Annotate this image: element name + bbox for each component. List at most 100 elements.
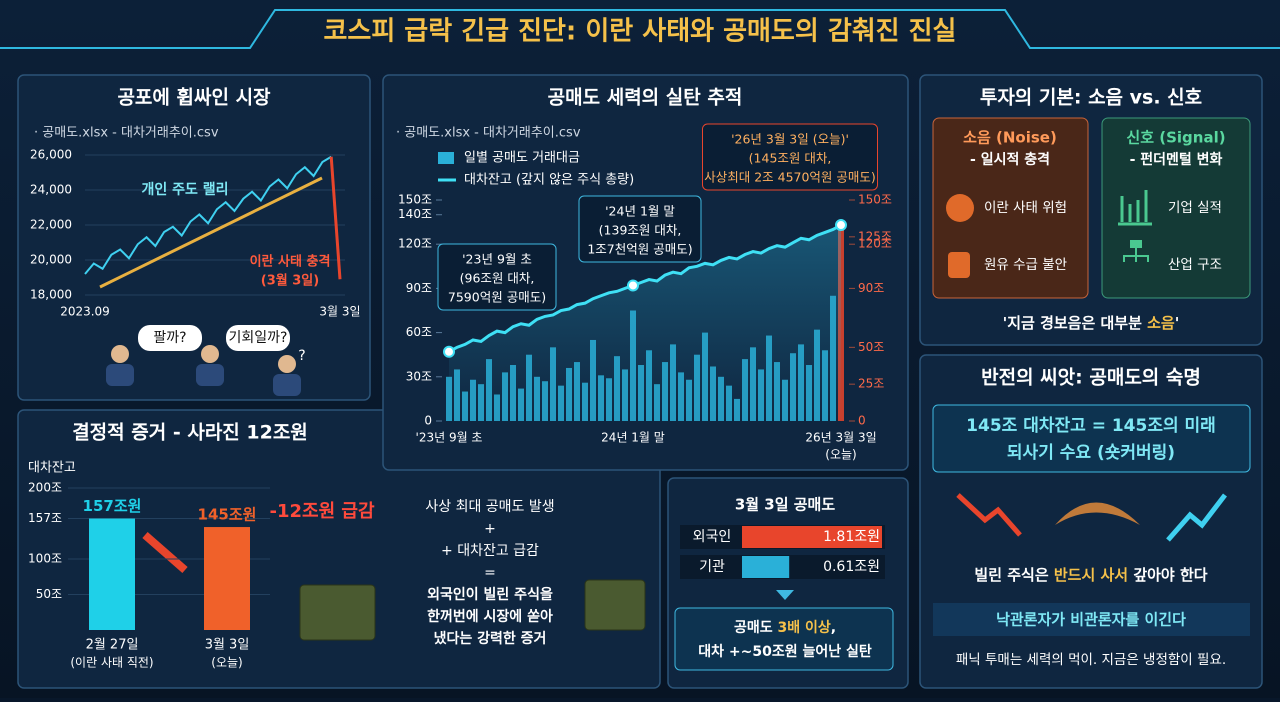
marker: [627, 279, 639, 292]
rich-text: '지금 경보음은 대부분 소음': [1003, 314, 1180, 332]
y2-tick-label: 125조: [858, 229, 892, 243]
annotation: '23년 9월 초: [462, 252, 532, 267]
panel-title: 공포에 휩싸인 시장: [117, 86, 271, 109]
line: [84, 155, 332, 275]
speech-bubble: [226, 325, 290, 351]
value-label: 145조원: [198, 506, 257, 524]
marker: [443, 345, 455, 358]
x-tick-note: (이란 사태 직전): [70, 656, 153, 670]
panel-title: 반전의 씨앗: 공매도의 숙명: [981, 367, 1201, 389]
panel-title: 결정적 증거 - 사라진 12조원: [72, 422, 308, 444]
explanation: + 대차잔고 급감: [441, 543, 539, 559]
ammo-box: [584, 579, 646, 631]
oil-icon: [948, 252, 970, 278]
text-part: 소음: [1147, 314, 1175, 332]
y-tick-label: 60조: [406, 325, 432, 339]
value-label: 1.81조원: [823, 529, 880, 545]
up-icon: [1166, 493, 1227, 542]
item: 원유 수급 불안: [984, 257, 1067, 273]
summary-box: [674, 607, 894, 671]
page-title: 코스피 급락 긴급 진단: 이란 사태와 공매도의 감춰진 진실: [324, 17, 957, 47]
text-part: 반드시 사서: [1054, 566, 1128, 584]
rich-text: 대차 +~50조원 늘어난 실탄: [698, 643, 872, 660]
item: 산업 구조: [1168, 257, 1222, 273]
speech-bubble: [138, 325, 202, 351]
label: (3월 3일): [261, 273, 319, 289]
source: · 공매도.xlsx - 대차거래추이.csv: [34, 126, 219, 141]
bar: [742, 526, 882, 548]
rich-text: 빌린 주식은 반드시 사서 갚아야 한다: [974, 566, 1207, 584]
y-tick-label: 18,000: [30, 288, 72, 302]
y-tick-label: 20,000: [30, 253, 72, 267]
y-tick-label: 200조: [28, 481, 62, 495]
x-tick-label: 2월 27일: [86, 638, 139, 653]
bar: [742, 556, 790, 578]
label: 신호 (Signal): [1126, 129, 1225, 147]
explanation: 외국인이 빌린 주식을: [427, 586, 553, 603]
arrow: [776, 590, 794, 600]
text-part: 3배 이상: [777, 619, 830, 636]
rich-text: 공매도 3배 이상,: [734, 619, 836, 636]
person-icon: [106, 364, 134, 386]
legend-swatch: [438, 152, 454, 164]
y-tick-label: 22,000: [30, 218, 72, 232]
label: - 일시적 충격: [970, 151, 1050, 168]
row-label: 기관: [699, 559, 725, 575]
x-tick-label: 3월 3일: [205, 638, 250, 653]
x-tick-label: '23년 9월 초: [416, 431, 483, 445]
source: · 공매도.xlsx - 대차거래추이.csv: [396, 126, 581, 141]
x-tick-note: (오늘): [825, 448, 856, 462]
y-tick-label: 140조: [398, 207, 432, 221]
explanation: 냈다는 강력한 증거: [434, 630, 547, 647]
value-label: 0.61조원: [823, 559, 880, 575]
label: 개인 주도 랠리: [141, 181, 228, 198]
change-label: -12조원 급감: [269, 501, 374, 522]
globe-icon: [946, 194, 974, 222]
bar: [204, 527, 250, 630]
legend-label: 일별 공매도 거래대금: [464, 151, 580, 166]
y-tick-label: 0: [424, 414, 432, 428]
text-part: 공매도: [734, 620, 778, 636]
x-tick-label: 24년 1월 말: [601, 431, 665, 445]
y2-tick-label: 50조: [858, 340, 884, 354]
y-tick-label: 120조: [398, 237, 432, 251]
area: [449, 225, 841, 421]
annotation: 7590억원 공매도): [448, 290, 546, 305]
annotation: '26년 3월 3일 (오늘)': [731, 132, 849, 147]
label: 이란 사태 충격: [250, 254, 331, 270]
text-part: 빌린 주식은: [974, 566, 1053, 584]
x-tick-note: (오늘): [211, 656, 242, 670]
marker: [835, 219, 847, 232]
panel-title: 투자의 기본: 소음 vs. 신호: [980, 87, 1202, 109]
org-icon: [1130, 240, 1142, 248]
row-label: 외국인: [693, 529, 732, 545]
text-part: 갚아야 한다: [1128, 566, 1208, 584]
box-title: 3월 3일 공매도: [735, 496, 836, 514]
closing: 패닉 투매는 세력의 먹이. 지금은 냉정함이 필요.: [956, 652, 1226, 668]
banner-text: 낙관론자가 비관론자를 이긴다: [996, 611, 1186, 629]
line: [448, 223, 842, 354]
explanation: +: [484, 521, 496, 537]
trend-arrow: [99, 176, 323, 289]
text-part: '지금 경보음은 대부분: [1003, 314, 1147, 332]
legend-label: 대차잔고 (갚지 않은 주식 총량): [464, 173, 634, 188]
text-part: ,: [831, 620, 836, 636]
text-part: ': [1175, 314, 1180, 332]
ammo-box: [299, 584, 376, 641]
annotation: 1조7천억원 공매도): [587, 242, 692, 257]
person-icon: [196, 364, 224, 386]
annotation: (145조원 대차,: [749, 151, 832, 166]
banner: [933, 603, 1250, 636]
y2-tick-label: 120조: [858, 237, 892, 251]
header-frame: [0, 9, 1280, 49]
y-axis-label: 대차잔고: [28, 461, 76, 476]
x-tick-label: 2023.09: [60, 305, 110, 319]
explanation: =: [484, 565, 496, 581]
annotation-box: [578, 195, 702, 263]
bar: [89, 518, 135, 630]
person-icon: [111, 345, 129, 363]
chart-icon: [1118, 190, 1152, 226]
y2-tick-label: 90조: [858, 281, 884, 295]
annotation: 사상최대 2조 4570억원 공매도): [704, 170, 876, 185]
bubble-text: ?: [298, 348, 305, 364]
